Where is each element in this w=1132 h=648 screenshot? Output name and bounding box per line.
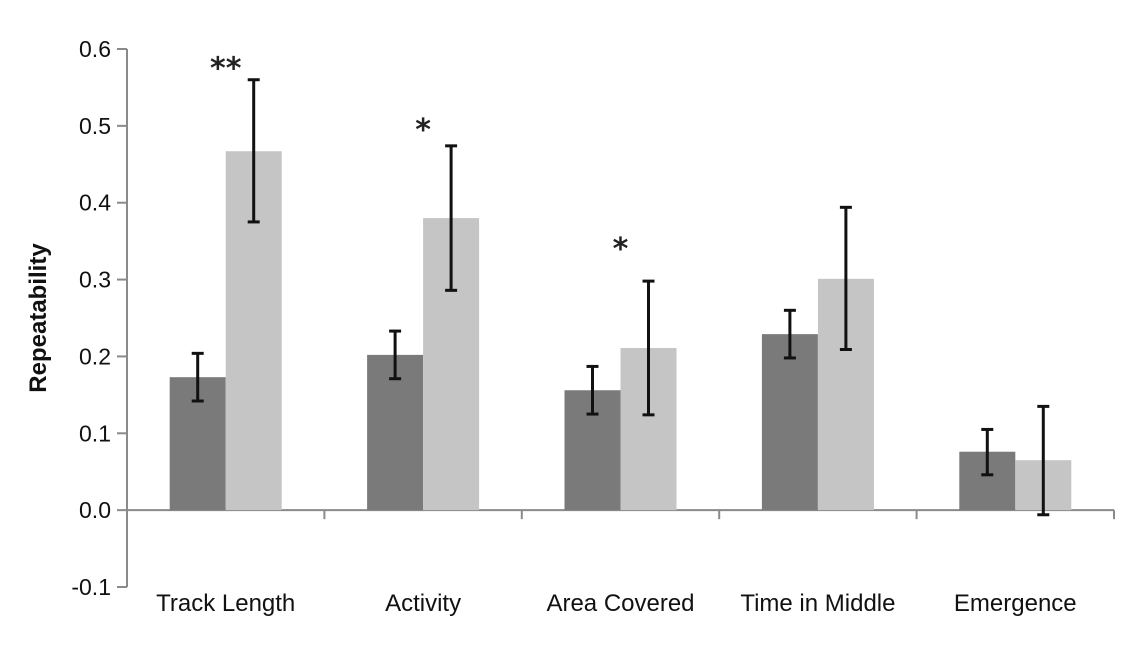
y-tick-label: 0.1 [79,420,111,446]
y-tick-label: 0.0 [79,497,111,523]
y-tick-label: 0.2 [79,343,111,369]
x-axis [127,509,1115,520]
category-label: Time in Middle [740,590,895,617]
category-labels: Track Length Activity Area Covered Time in … [156,590,1077,617]
y-axis-label: Repeatability [25,243,52,393]
y-tick-label: 0.5 [79,113,111,139]
y-tick-label: 0.6 [79,36,111,62]
y-axis: -0.1 0.0 0.1 0.2 0.3 0.4 0.5 0.6 [71,36,128,600]
bars [169,151,1072,511]
significance-marker: ** [210,52,242,87]
category-label: Area Covered [546,590,694,617]
bar [761,334,818,511]
y-tick-label: 0.4 [79,190,111,216]
y-tick-label: -0.1 [71,574,111,600]
category-label: Track Length [156,590,295,617]
category-label: Emergence [954,590,1077,617]
bar [367,354,424,511]
significance-marker: * [415,113,431,148]
significance-annotations: **** [210,52,629,268]
category-label: Activity [385,590,461,617]
error-bars [191,78,1050,517]
y-tick-label: 0.3 [79,267,111,293]
significance-marker: * [613,232,629,267]
